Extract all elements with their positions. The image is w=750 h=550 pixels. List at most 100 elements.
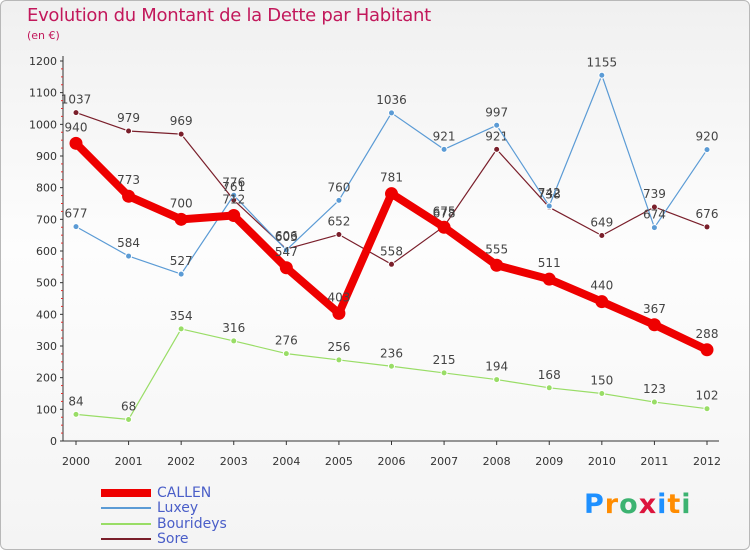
data-label-bourideys: 354 bbox=[170, 309, 193, 323]
data-point-callen bbox=[332, 306, 346, 320]
legend-swatch-luxey bbox=[101, 507, 151, 510]
data-point-callen bbox=[490, 258, 504, 272]
x-tick-label: 2000 bbox=[62, 455, 90, 468]
y-tick-label: 400 bbox=[36, 308, 57, 321]
y-tick-label: 900 bbox=[36, 150, 57, 163]
data-point-callen bbox=[69, 136, 83, 150]
chart-subtitle: (en €) bbox=[27, 29, 60, 42]
data-point-callen bbox=[122, 189, 136, 203]
data-point-luxey bbox=[335, 196, 343, 204]
data-point-sore bbox=[72, 109, 80, 117]
x-tick-label: 2005 bbox=[325, 455, 353, 468]
y-tick-label: 700 bbox=[36, 213, 57, 226]
data-label-callen: 288 bbox=[696, 327, 719, 341]
data-point-sore bbox=[650, 203, 658, 211]
data-label-sore: 676 bbox=[696, 207, 719, 221]
legend-item-sore: Sore bbox=[101, 531, 227, 548]
data-label-bourideys: 256 bbox=[327, 340, 350, 354]
data-label-bourideys: 276 bbox=[275, 334, 298, 348]
x-tick-label: 2006 bbox=[378, 455, 406, 468]
data-point-bourideys bbox=[335, 356, 343, 364]
logo-letter: o bbox=[619, 489, 639, 520]
y-tick-label: 1000 bbox=[29, 118, 57, 131]
data-point-bourideys bbox=[493, 376, 501, 384]
legend-swatch-callen bbox=[101, 488, 151, 497]
data-point-callen bbox=[542, 272, 556, 286]
legend-label-luxey: Luxey bbox=[157, 500, 199, 517]
data-label-callen: 940 bbox=[65, 120, 88, 134]
data-point-sore bbox=[335, 231, 343, 239]
data-point-callen bbox=[279, 261, 293, 275]
data-label-callen: 712 bbox=[222, 193, 245, 207]
data-label-bourideys: 215 bbox=[433, 353, 456, 367]
logo-letter: x bbox=[638, 489, 658, 520]
data-point-callen bbox=[437, 220, 451, 234]
data-label-callen: 773 bbox=[117, 173, 140, 187]
x-tick-label: 2009 bbox=[535, 455, 563, 468]
data-label-callen: 700 bbox=[170, 196, 193, 210]
y-tick-label: 100 bbox=[36, 403, 57, 416]
data-label-callen: 547 bbox=[275, 245, 298, 259]
y-tick-label: 600 bbox=[36, 245, 57, 258]
data-point-sore bbox=[598, 231, 606, 239]
data-label-luxey: 527 bbox=[170, 254, 193, 268]
legend-label-sore: Sore bbox=[157, 531, 189, 548]
data-point-callen bbox=[647, 318, 661, 332]
x-tick-label: 2012 bbox=[693, 455, 721, 468]
y-tick-label: 200 bbox=[36, 372, 57, 385]
y-tick-label: 1200 bbox=[29, 55, 57, 68]
legend-item-luxey: Luxey bbox=[101, 500, 227, 517]
data-label-luxey: 1036 bbox=[376, 93, 407, 107]
data-label-callen: 367 bbox=[643, 302, 666, 316]
data-point-luxey bbox=[493, 121, 501, 129]
data-point-bourideys bbox=[72, 410, 80, 418]
data-label-callen: 511 bbox=[538, 256, 561, 270]
legend-item-callen: CALLEN bbox=[101, 485, 227, 501]
data-label-sore: 1037 bbox=[61, 93, 92, 107]
data-label-bourideys: 168 bbox=[538, 368, 561, 382]
x-tick-label: 2002 bbox=[167, 455, 195, 468]
data-label-sore: 921 bbox=[485, 129, 508, 143]
data-point-luxey bbox=[650, 224, 658, 232]
data-point-callen bbox=[700, 343, 714, 357]
y-tick-label: 0 bbox=[50, 435, 57, 448]
x-tick-label: 2007 bbox=[430, 455, 458, 468]
chart-title: Evolution du Montant de la Dette par Hab… bbox=[27, 5, 431, 26]
data-point-bourideys bbox=[230, 337, 238, 345]
data-point-luxey bbox=[545, 202, 553, 210]
data-label-luxey: 674 bbox=[643, 208, 666, 222]
data-point-bourideys bbox=[598, 390, 606, 397]
data-label-sore: 606 bbox=[275, 229, 298, 243]
data-point-bourideys bbox=[650, 398, 658, 406]
data-label-sore: 558 bbox=[380, 244, 403, 258]
data-point-bourideys bbox=[545, 384, 553, 392]
data-label-callen: 781 bbox=[380, 171, 403, 185]
x-tick-label: 2001 bbox=[115, 455, 143, 468]
data-point-callen bbox=[174, 212, 188, 226]
data-point-luxey bbox=[230, 191, 238, 199]
data-label-luxey: 584 bbox=[117, 236, 140, 250]
data-label-sore: 678 bbox=[433, 206, 456, 220]
legend-item-bourideys: Bourideys bbox=[101, 516, 227, 532]
data-label-luxey: 603 bbox=[275, 230, 298, 244]
data-point-sore bbox=[125, 127, 133, 135]
data-point-bourideys bbox=[703, 405, 711, 413]
data-point-luxey bbox=[125, 252, 133, 260]
data-point-luxey bbox=[72, 223, 80, 231]
data-label-luxey: 1155 bbox=[587, 55, 618, 69]
logo-letter: i bbox=[657, 489, 668, 520]
data-point-luxey bbox=[388, 109, 395, 117]
data-point-bourideys bbox=[177, 325, 185, 333]
data-label-luxey: 776 bbox=[222, 175, 245, 189]
data-point-callen bbox=[227, 209, 241, 223]
legend: CALLEN Luxey Bourideys Sore bbox=[101, 485, 227, 547]
data-label-luxey: 677 bbox=[65, 207, 88, 221]
data-point-luxey bbox=[703, 146, 711, 154]
data-label-callen: 440 bbox=[590, 279, 613, 293]
data-label-bourideys: 123 bbox=[643, 382, 666, 396]
legend-swatch-sore bbox=[101, 538, 151, 541]
data-label-sore: 739 bbox=[643, 187, 666, 201]
data-label-luxey: 760 bbox=[327, 180, 350, 194]
